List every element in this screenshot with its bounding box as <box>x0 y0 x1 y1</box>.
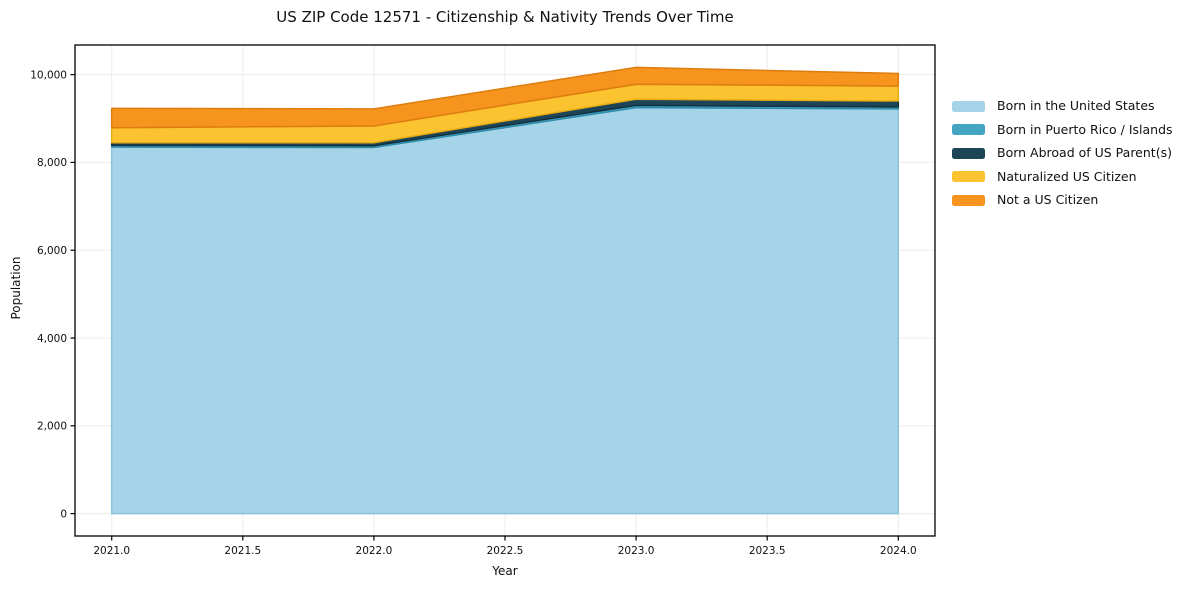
chart-title: US ZIP Code 12571 - Citizenship & Nativi… <box>276 8 734 26</box>
legend-item: Not a US Citizen <box>952 192 1173 207</box>
x-axis: 2021.0 2021.5 2022.0 2022.5 2023.0 2023.5 2024… <box>93 536 917 557</box>
legend-swatch <box>952 147 985 159</box>
y-tick-label: 10,000 <box>30 69 67 81</box>
legend-swatch <box>952 194 985 206</box>
x-axis-label: Year <box>492 564 518 578</box>
x-tick-label: 2021.0 <box>93 545 130 557</box>
y-tick-label: 0 <box>60 508 67 520</box>
legend: Born in the United States Born in Puerto … <box>952 98 1173 207</box>
area-series-4 <box>110 66 900 129</box>
y-tick-label: 2,000 <box>37 421 67 433</box>
legend-label: Born in Puerto Rico / Islands <box>997 121 1173 137</box>
x-tick-label: 2024.0 <box>880 545 917 557</box>
legend-swatch <box>952 100 985 112</box>
legend-label: Born in the United States <box>997 98 1155 113</box>
x-tick-label: 2022.5 <box>487 545 524 557</box>
legend-swatch <box>952 124 985 135</box>
x-tick-label: 2023.5 <box>749 545 786 557</box>
x-tick-label: 2021.5 <box>224 545 261 557</box>
y-axis: 0 2,000 4,000 6,000 8,000 10,000 <box>30 69 75 520</box>
legend-swatch <box>952 171 985 182</box>
stacked-areas <box>110 66 900 515</box>
y-tick-label: 4,000 <box>37 333 67 345</box>
x-tick-label: 2023.0 <box>618 545 655 557</box>
area-series-0 <box>110 106 900 515</box>
y-axis-label: Population <box>9 256 23 320</box>
x-tick-label: 2022.0 <box>356 545 393 557</box>
legend-label: Not a US Citizen <box>997 192 1099 207</box>
y-tick-label: 6,000 <box>37 245 67 257</box>
legend-item: Born Abroad of US Parent(s) <box>952 145 1173 160</box>
legend-item: Naturalized US Citizen <box>952 168 1173 184</box>
legend-label: Born Abroad of US Parent(s) <box>997 145 1172 160</box>
legend-item: Born in Puerto Rico / Islands <box>952 121 1173 137</box>
legend-item: Born in the United States <box>952 98 1173 113</box>
y-tick-label: 8,000 <box>37 157 67 169</box>
legend-label: Naturalized US Citizen <box>997 168 1137 184</box>
